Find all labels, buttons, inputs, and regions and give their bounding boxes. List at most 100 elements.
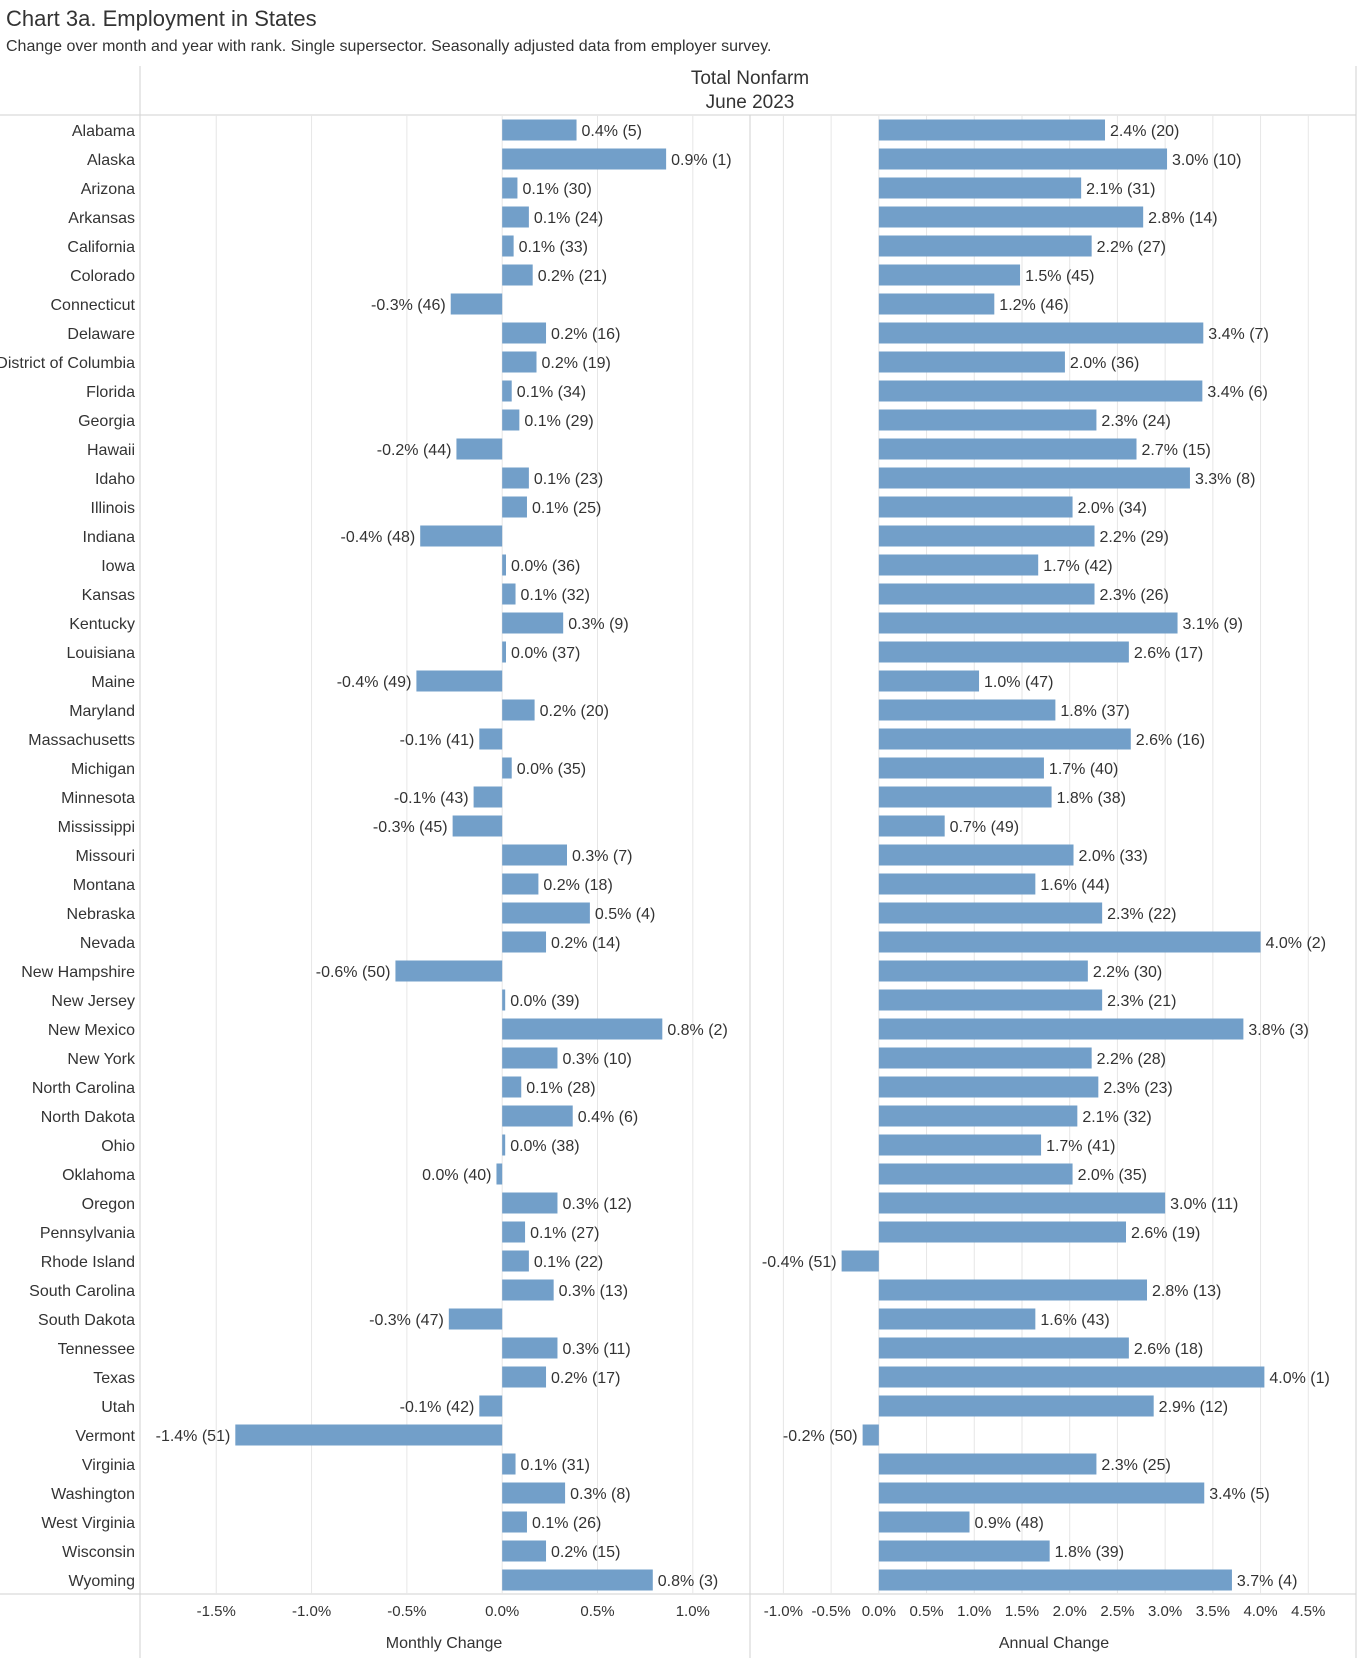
x-axis-title-annual: Annual Change [999, 1635, 1109, 1652]
x-tick-label: 3.5% [1196, 1603, 1230, 1620]
bar [878, 815, 945, 837]
category-label: Florida [86, 384, 135, 401]
bar-value-label: -1.4% (51) [156, 1428, 231, 1445]
bar [878, 1279, 1148, 1301]
bar-value-label: -0.3% (47) [369, 1312, 444, 1329]
bar [878, 1453, 1097, 1475]
bar [878, 438, 1137, 460]
category-label: Maine [91, 674, 135, 691]
bar [235, 1424, 503, 1446]
bar-value-label: 2.2% (30) [1093, 964, 1162, 981]
bar-value-label: 0.0% (39) [510, 993, 579, 1010]
bar-value-label: 0.5% (4) [595, 906, 655, 923]
bar [878, 931, 1261, 953]
bar-value-label: 2.2% (28) [1097, 1051, 1166, 1068]
bar [502, 380, 512, 402]
bar [502, 1337, 558, 1359]
bar-value-label: 2.3% (23) [1103, 1080, 1172, 1097]
bar [878, 641, 1129, 663]
bar [878, 1395, 1154, 1417]
bar-value-label: 3.4% (6) [1207, 384, 1267, 401]
bar-value-label: -0.3% (46) [371, 297, 446, 314]
bar-value-label: 0.1% (24) [534, 210, 603, 227]
bar-value-label: 2.3% (24) [1101, 413, 1170, 430]
bar [502, 264, 533, 286]
bar-value-label: 3.3% (8) [1195, 471, 1255, 488]
bar [878, 1482, 1205, 1504]
bar-value-label: 1.7% (40) [1049, 761, 1118, 778]
bars [235, 119, 1265, 1591]
bar-value-label: -0.2% (44) [377, 442, 452, 459]
bar-value-label: 1.6% (44) [1040, 877, 1109, 894]
bar-value-label: 0.1% (31) [521, 1457, 590, 1474]
bar-value-label: 2.3% (21) [1107, 993, 1176, 1010]
bar [878, 467, 1190, 489]
x-tick-label: 0.5% [580, 1603, 614, 1620]
bar-value-label: 0.3% (10) [562, 1051, 631, 1068]
bar-value-label: 2.6% (16) [1136, 732, 1205, 749]
axis-tick-labels: -1.5% -1.0% -0.5% 0.0% 0.5% 1.0% -1.0% -0.5% 0.0… [197, 1603, 1326, 1620]
bar [878, 757, 1044, 779]
bar [878, 1134, 1042, 1156]
bar-value-label: 0.2% (21) [538, 268, 607, 285]
x-tick-label: 0.0% [485, 1603, 519, 1620]
bar-value-label: 0.3% (13) [559, 1283, 628, 1300]
bar [878, 496, 1073, 518]
bar [878, 235, 1092, 257]
bar-value-label: 3.8% (3) [1248, 1022, 1308, 1039]
category-label: Montana [73, 877, 135, 894]
category-label: Vermont [75, 1428, 135, 1445]
bar [878, 1163, 1073, 1185]
bar [420, 525, 503, 547]
bar [502, 351, 537, 373]
bar [502, 554, 506, 576]
bar [502, 1076, 522, 1098]
bar [878, 1047, 1092, 1069]
bar-value-label: 2.1% (31) [1086, 181, 1155, 198]
category-label: Nebraska [67, 906, 136, 923]
x-tick-label: -1.0% [764, 1603, 803, 1620]
bar [502, 641, 506, 663]
bar [416, 670, 503, 692]
x-tick-label: 1.0% [676, 1603, 710, 1620]
bar [878, 786, 1052, 808]
bar [502, 1279, 554, 1301]
category-label: Georgia [78, 413, 135, 430]
header-line-2: June 2023 [706, 92, 795, 113]
bar-value-label: 0.3% (9) [568, 616, 628, 633]
category-label: Kentucky [69, 616, 135, 633]
bar-value-label: 0.3% (12) [562, 1196, 631, 1213]
bar-value-label: 4.0% (2) [1266, 935, 1326, 952]
category-label: Nevada [80, 935, 135, 952]
bar-value-label: 2.6% (19) [1131, 1225, 1200, 1242]
category-label: Maryland [69, 703, 135, 720]
bar-value-label: -0.3% (45) [373, 819, 448, 836]
bar [502, 1134, 506, 1156]
bar [456, 438, 503, 460]
bar-value-label: 3.4% (5) [1209, 1486, 1269, 1503]
category-label: South Dakota [38, 1312, 135, 1329]
bar-value-label: 0.0% (35) [517, 761, 586, 778]
bar-value-label: 0.3% (7) [572, 848, 632, 865]
bar-value-label: 0.1% (27) [530, 1225, 599, 1242]
category-label: North Dakota [41, 1109, 135, 1126]
bar-value-label: -0.4% (49) [337, 674, 412, 691]
bar-value-label: 0.4% (5) [582, 123, 642, 140]
bar-value-label: 2.9% (12) [1159, 1399, 1228, 1416]
bar [502, 757, 512, 779]
category-label: West Virginia [41, 1515, 135, 1532]
bar-value-label: 0.4% (6) [578, 1109, 638, 1126]
bar [502, 1511, 527, 1533]
bar [502, 496, 527, 518]
bar [878, 264, 1021, 286]
x-axis-title-monthly: Monthly Change [386, 1635, 503, 1652]
bar [878, 1569, 1232, 1591]
bar-value-label: -0.1% (43) [394, 790, 469, 807]
category-label: Oregon [82, 1196, 135, 1213]
bar [878, 844, 1074, 866]
bar [878, 293, 995, 315]
bar-value-label: -0.2% (50) [783, 1428, 858, 1445]
category-label: Pennsylvania [40, 1225, 135, 1242]
category-label: Delaware [67, 326, 135, 343]
bar-value-label: 2.3% (25) [1101, 1457, 1170, 1474]
